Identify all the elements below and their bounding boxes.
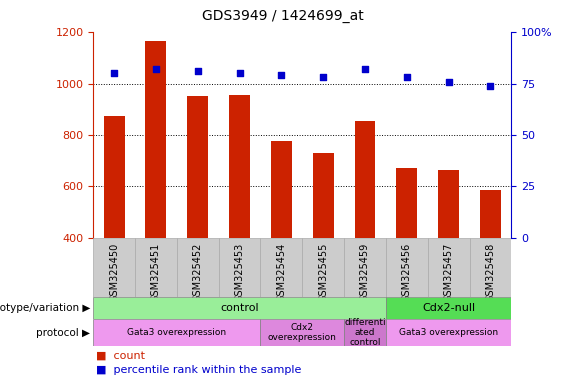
Text: GSM325455: GSM325455: [318, 242, 328, 302]
Text: Gata3 overexpression: Gata3 overexpression: [399, 328, 498, 337]
Bar: [386, 297, 511, 319]
Bar: [428, 238, 470, 297]
Text: GSM325459: GSM325459: [360, 242, 370, 302]
Bar: [93, 297, 386, 319]
Bar: [344, 319, 386, 346]
Text: differenti
ated
control: differenti ated control: [344, 318, 386, 348]
Bar: [470, 238, 511, 297]
Text: GSM325457: GSM325457: [444, 242, 454, 302]
Text: ■  count: ■ count: [96, 350, 145, 360]
Text: GSM325451: GSM325451: [151, 242, 161, 302]
Bar: [104, 116, 124, 341]
Text: GSM325452: GSM325452: [193, 242, 203, 302]
Bar: [93, 319, 260, 346]
Text: control: control: [220, 303, 259, 313]
Text: protocol ▶: protocol ▶: [36, 328, 90, 338]
Bar: [93, 238, 135, 297]
Point: [235, 70, 244, 76]
Point: [193, 68, 202, 74]
Text: Cdx2
overexpression: Cdx2 overexpression: [268, 323, 337, 342]
Text: GSM325454: GSM325454: [276, 242, 286, 302]
Bar: [219, 238, 260, 297]
Bar: [438, 170, 459, 341]
Bar: [135, 238, 177, 297]
Bar: [344, 238, 386, 297]
Point: [360, 66, 370, 72]
Text: GSM325458: GSM325458: [485, 242, 496, 302]
Bar: [188, 96, 208, 341]
Point: [444, 78, 453, 84]
Text: GSM325450: GSM325450: [109, 242, 119, 302]
Bar: [302, 238, 344, 297]
Text: ■  percentile rank within the sample: ■ percentile rank within the sample: [96, 366, 301, 376]
Bar: [260, 319, 344, 346]
Point: [319, 74, 328, 81]
Bar: [355, 121, 375, 341]
Text: GDS3949 / 1424699_at: GDS3949 / 1424699_at: [202, 9, 363, 23]
Bar: [271, 141, 292, 341]
Bar: [260, 238, 302, 297]
Bar: [312, 153, 333, 341]
Point: [277, 72, 286, 78]
Bar: [480, 190, 501, 341]
Bar: [386, 238, 428, 297]
Bar: [229, 95, 250, 341]
Point: [486, 83, 495, 89]
Text: GSM325456: GSM325456: [402, 242, 412, 302]
Point: [110, 70, 119, 76]
Text: genotype/variation ▶: genotype/variation ▶: [0, 303, 90, 313]
Bar: [146, 41, 167, 341]
Bar: [177, 238, 219, 297]
Text: Cdx2-null: Cdx2-null: [422, 303, 475, 313]
Point: [151, 66, 160, 72]
Bar: [396, 168, 417, 341]
Point: [402, 74, 411, 81]
Text: Gata3 overexpression: Gata3 overexpression: [127, 328, 227, 337]
Bar: [386, 319, 511, 346]
Text: GSM325453: GSM325453: [234, 242, 245, 302]
